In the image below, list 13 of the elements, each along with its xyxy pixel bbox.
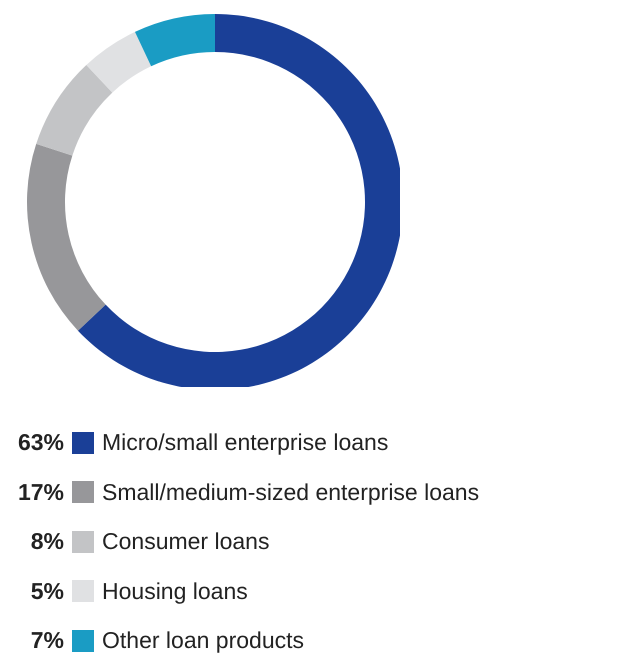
donut-slice <box>86 32 152 93</box>
data-label: 17% <box>16 478 64 506</box>
data-label: 63% <box>16 429 64 456</box>
donut-slice <box>36 64 112 156</box>
legend-label: Consumer loans <box>102 528 270 556</box>
legend-label: Micro/small enterprise loans <box>102 429 388 456</box>
data-label: 5% <box>30 578 64 605</box>
legend-label: Other loan products <box>102 627 304 654</box>
donut-slice <box>134 14 215 66</box>
data-label: 7% <box>30 627 64 654</box>
data-label: 8% <box>30 528 64 556</box>
legend-label: Small/medium-sized enterprise loans <box>102 478 480 506</box>
legend-label: Housing loans <box>102 578 248 605</box>
